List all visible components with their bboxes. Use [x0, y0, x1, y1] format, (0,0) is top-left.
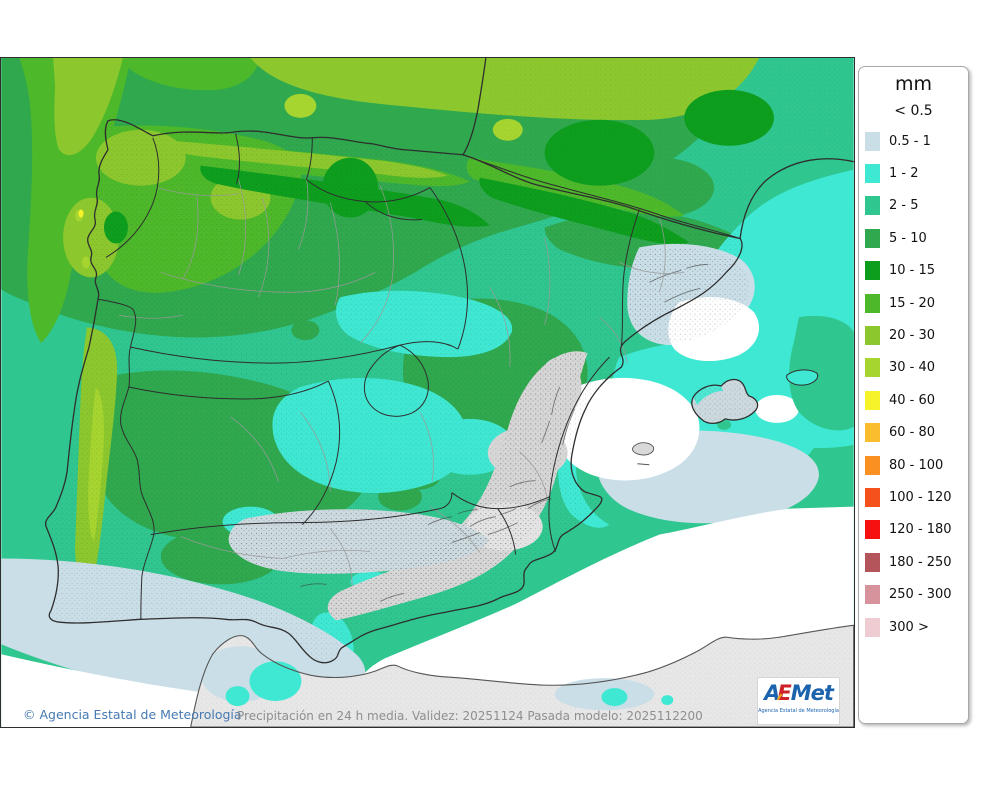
- legend-swatch: [865, 131, 880, 151]
- copyright-text: © Agencia Estatal de Meteorología: [23, 707, 242, 722]
- legend-row: 60 - 80: [859, 417, 968, 449]
- legend-label: 5 - 10: [889, 230, 927, 246]
- legend-row: 20 - 30: [859, 319, 968, 351]
- legend-row: 80 - 100: [859, 449, 968, 481]
- legend-swatch: [865, 455, 880, 475]
- legend-title: mm: [894, 73, 933, 95]
- logo-letter-a: A: [764, 681, 780, 705]
- legend-label: 250 - 300: [889, 587, 952, 603]
- legend-swatch: [865, 552, 880, 572]
- legend-row: 40 - 60: [859, 384, 968, 416]
- legend-row: 120 - 180: [859, 514, 968, 546]
- legend-swatch: [865, 326, 880, 346]
- balearic-islands: [632, 369, 819, 466]
- legend-swatch: [865, 358, 880, 378]
- legend-swatch: [865, 196, 880, 216]
- aemet-logo-text: AEMet: [758, 678, 839, 708]
- legend-label: 60 - 80: [889, 425, 936, 441]
- mountain-ridges: [300, 263, 709, 602]
- legend-row: 0.5 - 1: [859, 125, 968, 157]
- legend-row: 2 - 5: [859, 190, 968, 222]
- logo-letters-met: Met: [790, 681, 834, 705]
- legend-label: 10 - 15: [889, 263, 936, 279]
- precipitation-map: [0, 57, 855, 728]
- legend-label: 2 - 5: [889, 198, 919, 214]
- legend-label: 300 >: [889, 619, 929, 635]
- legend-row: 5 - 10: [859, 222, 968, 254]
- legend-swatch: [865, 390, 880, 410]
- legend-swatch: [865, 617, 880, 637]
- legend-row: 180 - 250: [859, 546, 968, 578]
- legend-row: 1 - 2: [859, 157, 968, 189]
- legend-label: 40 - 60: [889, 392, 936, 408]
- legend-row: 15 - 20: [859, 287, 968, 319]
- legend-label: 180 - 250: [889, 554, 952, 570]
- legend-row: 300 >: [859, 611, 968, 643]
- legend-row: 10 - 15: [859, 255, 968, 287]
- legend-row: 30 - 40: [859, 352, 968, 384]
- legend-row: 250 - 300: [859, 578, 968, 610]
- legend-label: 100 - 120: [889, 489, 952, 505]
- legend-swatch: [865, 520, 880, 540]
- legend-swatch: [865, 585, 880, 605]
- legend-swatch: [865, 487, 880, 507]
- legend: mm < 0.5 0.5 - 1 1 - 2 2 - 5 5 - 10 10 - 15 1…: [858, 66, 969, 724]
- logo-letter-e: E: [777, 681, 791, 705]
- legend-label: 80 - 100: [889, 457, 944, 473]
- region-boundaries: [97, 133, 640, 620]
- legend-label: 15 - 20: [889, 295, 936, 311]
- legend-items: 0.5 - 1 1 - 2 2 - 5 5 - 10 10 - 15 15 - 20 20 …: [859, 125, 968, 643]
- aemet-logo: AEMet Agencia Estatal de Meteorología: [757, 677, 840, 725]
- legend-swatch: [865, 261, 880, 281]
- legend-label: 0.5 - 1: [889, 133, 931, 149]
- legend-swatch: [865, 293, 880, 313]
- legend-label: 1 - 2: [889, 166, 919, 182]
- coastlines: [44, 58, 854, 664]
- map-svg: [1, 58, 854, 727]
- legend-swatch: [865, 164, 880, 184]
- legend-label: 30 - 40: [889, 360, 936, 376]
- legend-swatch: [865, 228, 880, 248]
- legend-label: 20 - 30: [889, 328, 936, 344]
- legend-swatch: [865, 423, 880, 443]
- legend-row: 100 - 120: [859, 481, 968, 513]
- legend-label: 120 - 180: [889, 522, 952, 538]
- legend-threshold-label: < 0.5: [894, 103, 933, 119]
- map-caption: Precipitación en 24 h media. Validez: 20…: [237, 709, 703, 723]
- aemet-logo-subtitle: Agencia Estatal de Meteorología: [758, 708, 839, 714]
- africa-landmass: [190, 624, 854, 727]
